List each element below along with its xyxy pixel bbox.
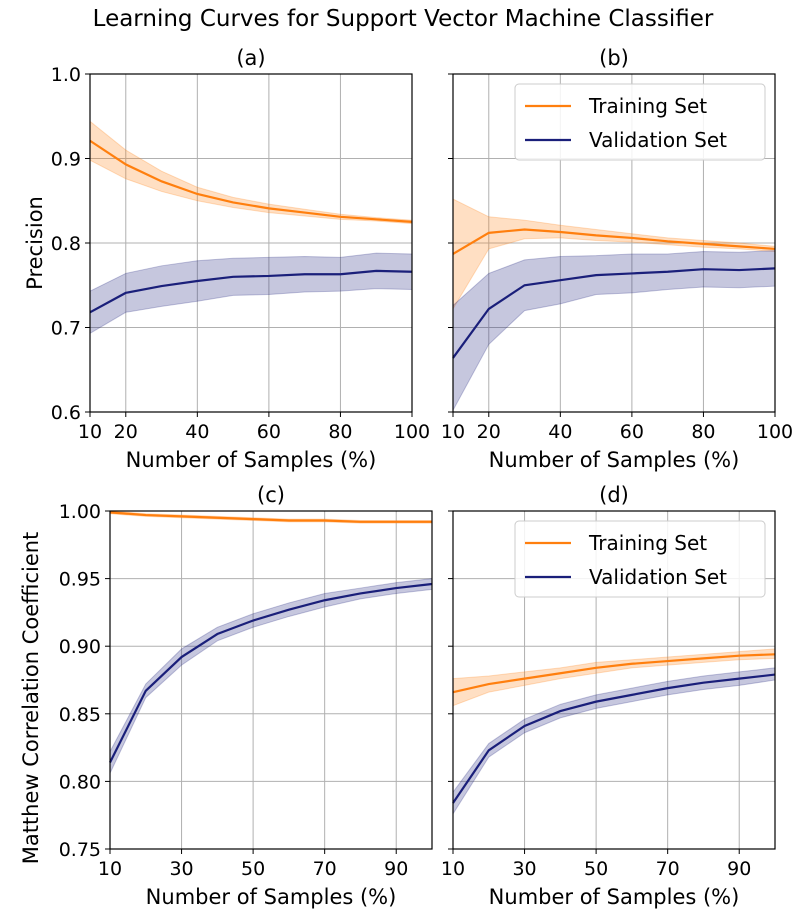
panel-c-ytick-label-4: 0.95 — [59, 569, 101, 591]
panel-c-label: (c) — [257, 483, 285, 507]
panel-a-label: (a) — [236, 46, 265, 70]
panel-d-legend-label-1: Validation Set — [589, 565, 727, 589]
panel-a-xtick-label-3: 60 — [257, 421, 281, 443]
panel-c-xtick-label-4: 90 — [384, 858, 408, 880]
panel-b-xtick-label-5: 100 — [757, 421, 793, 443]
panel-c-ytick-label-1: 0.80 — [59, 771, 101, 793]
panel-b-legend-label-1: Validation Set — [589, 128, 727, 152]
panel-c-xtick-label-1: 30 — [169, 858, 193, 880]
panel-c-xtick-label-3: 70 — [313, 858, 337, 880]
panel-b-legend-label-0: Training Set — [588, 94, 707, 118]
panel-c-frame — [109, 510, 433, 850]
panel-a-ytick-label-4: 1.0 — [51, 64, 81, 86]
panel-d-xtick-label-1: 30 — [512, 858, 536, 880]
panel-c-ylabel: Matthew Correlation Coefficient — [19, 532, 43, 865]
panel-d-xtick-label-2: 50 — [584, 858, 608, 880]
panel-b-xtick-label-4: 80 — [691, 421, 715, 443]
panel-c-xlabel: Number of Samples (%) — [146, 885, 397, 909]
panel-d: 10 30 50 70 90 (d) Number of Samples (%) Tra… — [441, 483, 776, 909]
panel-c-ytick-label-0: 0.75 — [59, 839, 101, 861]
panel-a-xtick-label-0: 10 — [78, 421, 102, 443]
panel-a-xtick-label-4: 80 — [328, 421, 352, 443]
panel-a-ylabel: Precision — [23, 196, 47, 290]
panel-a-xtick-label-2: 40 — [185, 421, 209, 443]
panel-c-xtick-label-0: 10 — [98, 858, 122, 880]
panel-a-xtick-label-1: 20 — [114, 421, 138, 443]
panel-a: 10 20 40 60 80 100 0.6 0.7 0.8 0.9 1.0 (a) Number … — [23, 46, 430, 472]
panel-d-xlabel: Number of Samples (%) — [489, 885, 740, 909]
panel-b-label: (b) — [599, 46, 629, 70]
panel-d-xtick-label-0: 10 — [441, 858, 465, 880]
panel-a-ytick-label-2: 0.8 — [51, 233, 81, 255]
panel-b-legend-box — [514, 83, 766, 161]
panel-d-xtick-label-3: 70 — [656, 858, 680, 880]
panel-c-ytick-label-2: 0.85 — [59, 704, 101, 726]
panel-a-band-1 — [89, 252, 413, 335]
panel-d-xtick-label-4: 90 — [727, 858, 751, 880]
panel-b-line-0 — [452, 228, 776, 255]
panel-b-xtick-label-0: 10 — [441, 421, 465, 443]
panel-a-ytick-label-1: 0.7 — [51, 318, 81, 340]
panel-a-band-0 — [89, 120, 413, 225]
panel-c: 10 30 50 70 90 0.75 0.80 0.85 0.90 0.95 1.00 (c) N… — [19, 483, 433, 909]
panel-a-ytick-label-0: 0.6 — [51, 402, 81, 424]
panel-b-xtick-label-1: 20 — [477, 421, 501, 443]
panel-d-label: (d) — [599, 483, 629, 507]
panel-b-xtick-label-2: 40 — [548, 421, 572, 443]
panel-d-line-1 — [452, 673, 776, 804]
panel-b-xlabel: Number of Samples (%) — [489, 448, 740, 472]
panel-a-line-0 — [89, 139, 413, 223]
panel-c-xtick-label-2: 50 — [241, 858, 265, 880]
panel-a-ytick-label-3: 0.9 — [51, 149, 81, 171]
panel-a-xtick-label-5: 100 — [394, 421, 430, 443]
panel-d-line-0 — [452, 653, 776, 694]
panel-b: 10 20 40 60 80 100 (b) Number of Samples (%) … — [441, 46, 793, 472]
panel-d-legend-label-0: Training Set — [588, 531, 707, 555]
panel-c-line-0 — [109, 511, 432, 523]
panel-b-xtick-label-3: 60 — [620, 421, 644, 443]
panel-d-legend-box — [514, 520, 766, 598]
panel-d-frame — [452, 510, 776, 850]
panel-c-ytick-label-5: 1.00 — [59, 501, 101, 523]
panel-c-band-1 — [109, 578, 433, 774]
panel-a-xlabel: Number of Samples (%) — [126, 448, 377, 472]
panel-b-line-1 — [452, 267, 776, 359]
panel-c-line-1 — [109, 582, 433, 763]
panel-c-ytick-label-3: 0.90 — [59, 636, 101, 658]
panel-a-line-1 — [89, 269, 413, 314]
figure-title: Learning Curves for Support Vector Machi… — [93, 6, 714, 32]
